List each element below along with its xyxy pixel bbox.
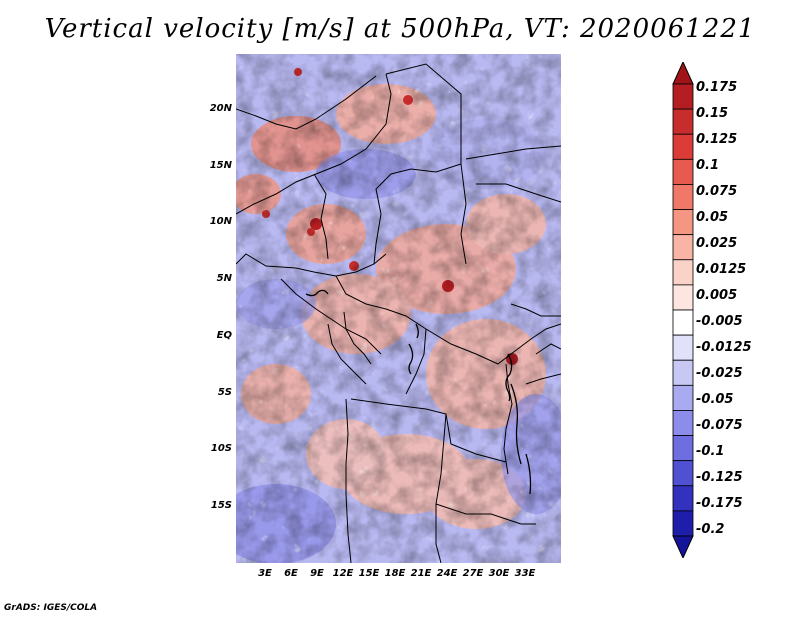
lat-label-10S: 10S xyxy=(210,443,232,454)
lat-label-5N: 5N xyxy=(216,273,232,284)
colorbar-label: 0.175 xyxy=(696,80,738,95)
field-texture-dark xyxy=(236,54,561,563)
colorbar-label: -0.005 xyxy=(696,314,743,329)
lon-label-6E: 6E xyxy=(284,568,298,579)
lat-label-15N: 15N xyxy=(209,160,232,171)
lon-label-9E: 9E xyxy=(310,568,324,579)
colorbar-top-arrow xyxy=(672,62,694,85)
lat-label-5S: 5S xyxy=(217,387,232,398)
colorbar-label: 0.0125 xyxy=(696,262,747,277)
lon-label-18E: 18E xyxy=(384,568,406,579)
colorbar-box xyxy=(672,158,694,185)
colorbar-label: 0.05 xyxy=(696,210,729,225)
lon-label-27E: 27E xyxy=(462,568,484,579)
lon-label-12E: 12E xyxy=(332,568,354,579)
colorbar-bottom-arrow xyxy=(672,535,694,558)
colorbar-box xyxy=(672,83,694,110)
grads-credit: GrADS: IGES/COLA xyxy=(4,603,98,613)
colorbar-box xyxy=(672,309,694,336)
colorbar-box xyxy=(672,133,694,160)
colorbar-box xyxy=(672,435,694,462)
colorbar-label: 0.15 xyxy=(696,106,729,121)
colorbar-box xyxy=(672,184,694,210)
colorbar-label: 0.025 xyxy=(696,236,738,251)
colorbar-label: 0.075 xyxy=(696,184,738,199)
colorbar-box xyxy=(672,410,694,436)
colorbar-box xyxy=(672,259,694,286)
colorbar-label: -0.0125 xyxy=(696,340,752,355)
velocity-field-map xyxy=(236,54,561,563)
colorbar-box xyxy=(672,384,694,411)
colorbar-box xyxy=(672,284,694,311)
colorbar-label: -0.125 xyxy=(696,470,743,485)
map-title: Vertical velocity [m/s] at 500hPa, VT: 2… xyxy=(44,14,756,44)
colorbar-boxes xyxy=(672,83,694,537)
lon-label-30E: 30E xyxy=(488,568,510,579)
colorbar-box xyxy=(672,485,694,512)
colorbar-label: 0.005 xyxy=(696,288,738,303)
colorbar-box xyxy=(672,108,694,135)
colorbar xyxy=(672,62,694,558)
colorbar-box xyxy=(672,209,694,236)
lon-label-3E: 3E xyxy=(258,568,272,579)
colorbar-box xyxy=(672,460,694,487)
colorbar-label: 0.1 xyxy=(696,158,720,173)
lon-label-21E: 21E xyxy=(410,568,432,579)
lakes xyxy=(305,289,532,495)
colorbar-box xyxy=(672,234,694,261)
colorbar-label: -0.175 xyxy=(696,496,743,511)
lon-label-15E: 15E xyxy=(358,568,380,579)
colorbar-label: -0.2 xyxy=(696,522,725,537)
colorbar-label: -0.1 xyxy=(696,444,725,459)
country-borders xyxy=(236,63,561,563)
lon-label-33E: 33E xyxy=(514,568,536,579)
colorbar-label: -0.025 xyxy=(696,366,743,381)
colorbar-label: 0.125 xyxy=(696,132,738,147)
lon-label-24E: 24E xyxy=(436,568,458,579)
colorbar-box xyxy=(672,510,694,537)
colorbar-label: -0.075 xyxy=(696,418,743,433)
lat-label-10N: 10N xyxy=(209,216,232,227)
lat-label-20N: 20N xyxy=(209,103,232,114)
colorbar-box xyxy=(672,334,694,361)
colorbar-box xyxy=(672,359,694,386)
colorbar-label: -0.05 xyxy=(696,392,734,407)
lat-label-15S: 15S xyxy=(210,500,232,511)
lat-label-EQ: EQ xyxy=(216,330,232,341)
map-panel xyxy=(236,54,561,563)
